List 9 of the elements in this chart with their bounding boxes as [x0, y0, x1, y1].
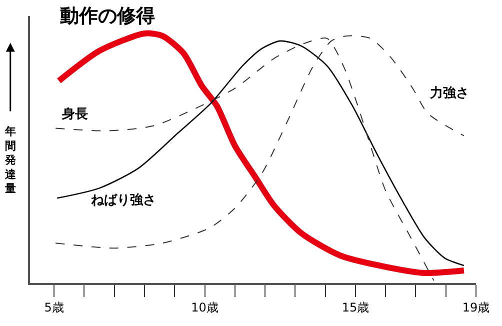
chart-title: 動作の修得 — [59, 5, 155, 27]
x-tick-label: 15歳 — [342, 300, 370, 314]
annotation: 力強さ — [429, 85, 469, 101]
x-tick-label: 5歳 — [44, 300, 64, 314]
x-tick-label: 19歳 — [462, 300, 490, 314]
x-tick-label: 10歳 — [191, 300, 218, 314]
annotation: 身長 — [61, 107, 88, 122]
annotation: ねばり強さ — [91, 192, 156, 208]
y-axis-title: 年間発達量 — [4, 125, 17, 196]
